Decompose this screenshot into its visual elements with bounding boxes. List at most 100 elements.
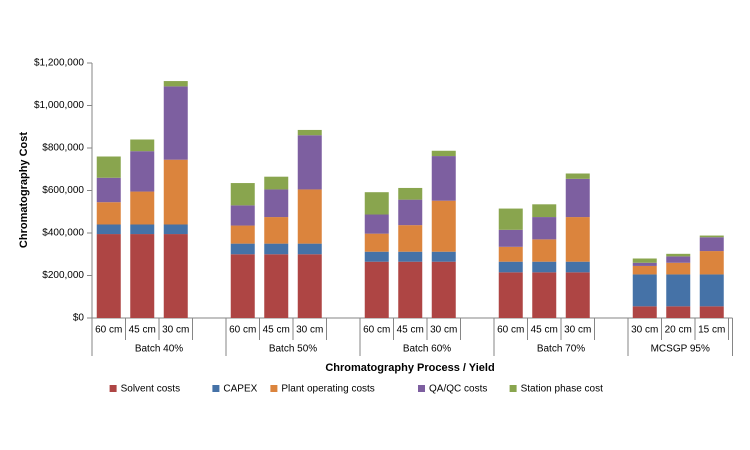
bar-segment — [130, 224, 155, 235]
bar-segment — [532, 204, 557, 218]
bar-segment — [699, 237, 724, 252]
legend-label: CAPEX — [223, 384, 257, 395]
bar-segment — [163, 81, 188, 87]
bar-segment — [532, 239, 557, 262]
bar-segment — [163, 86, 188, 160]
bar-segment — [364, 261, 389, 318]
x-tick-label: 60 cm — [363, 325, 390, 336]
bar-segment — [264, 254, 289, 318]
bar-segment — [297, 189, 322, 244]
x-tick-label: 30 cm — [162, 325, 189, 336]
bar-segment — [666, 253, 691, 257]
legend-swatch — [509, 385, 517, 392]
bar-segment — [230, 225, 255, 244]
bar-segment — [398, 261, 423, 318]
legend-label: Plant operating costs — [281, 384, 374, 395]
bar-segment — [163, 159, 188, 225]
bar-segment — [632, 265, 657, 275]
legend-label: Solvent costs — [121, 384, 180, 395]
bar-segment — [431, 261, 456, 318]
x-tick-label: 15 cm — [698, 325, 725, 336]
x-tick-label: 60 cm — [229, 325, 256, 336]
bar-segment — [632, 306, 657, 318]
bar-segment — [431, 150, 456, 157]
bar-segment — [163, 234, 188, 318]
bar-segment — [431, 200, 456, 252]
bar-segment — [498, 272, 523, 318]
group-label: Batch 40% — [135, 344, 183, 355]
bar-segment — [297, 243, 322, 255]
bar-segment — [699, 306, 724, 318]
bar-segment — [130, 139, 155, 152]
y-tick-label: $1,200,000 — [34, 58, 84, 69]
bar-segment — [364, 214, 389, 234]
bar-segment — [498, 246, 523, 262]
legend-label: Station phase cost — [521, 384, 603, 395]
bar-segment — [230, 254, 255, 318]
bar-segment — [532, 217, 557, 240]
bar-segment — [532, 272, 557, 318]
bar-segment — [565, 261, 590, 273]
bar-segment — [364, 233, 389, 252]
bar-segment — [699, 235, 724, 238]
bar-segment — [666, 262, 691, 275]
bar-segment — [666, 256, 691, 263]
bar-segment — [130, 191, 155, 225]
bar-segment — [632, 274, 657, 307]
x-tick-label: 45 cm — [129, 325, 156, 336]
x-tick-label: 45 cm — [263, 325, 290, 336]
y-tick-label: $200,000 — [42, 270, 84, 281]
legend-swatch — [418, 385, 425, 392]
bar-segment — [498, 261, 523, 273]
y-tick-label: $800,000 — [42, 143, 84, 154]
bar-segment — [264, 189, 289, 218]
legend-swatch — [109, 385, 117, 392]
group-label: Batch 60% — [403, 344, 451, 355]
bar-segment — [632, 258, 657, 263]
bar-segment — [398, 199, 423, 226]
group-label: MCSGP 95% — [651, 344, 710, 355]
bar-segment — [96, 177, 121, 203]
y-tick-label: $1,000,000 — [34, 100, 84, 111]
bar-segment — [230, 205, 255, 226]
bar-segment — [264, 217, 289, 244]
bar-segment — [130, 151, 155, 192]
x-axis-title: Chromatography Process / Yield — [325, 362, 494, 374]
bar-segment — [364, 251, 389, 262]
group-label: Batch 50% — [269, 344, 317, 355]
bar-segment — [398, 225, 423, 252]
y-tick-label: $600,000 — [42, 185, 84, 196]
x-tick-label: 60 cm — [95, 325, 122, 336]
bar-segment — [431, 156, 456, 201]
bar-segment — [398, 187, 423, 200]
x-tick-label: 30 cm — [564, 325, 591, 336]
bar-segment — [699, 251, 724, 275]
bar-segment — [297, 254, 322, 318]
bar-segment — [431, 251, 456, 262]
group-label: Batch 70% — [537, 344, 585, 355]
bar-segment — [96, 224, 121, 235]
bar-segment — [163, 224, 188, 235]
bar-segment — [364, 192, 389, 215]
x-tick-label: 30 cm — [430, 325, 457, 336]
x-tick-label: 45 cm — [397, 325, 424, 336]
bar-segment — [230, 183, 255, 206]
bar-segment — [498, 208, 523, 230]
x-tick-label: 60 cm — [497, 325, 524, 336]
bar-segment — [565, 217, 590, 262]
bar-segment — [565, 178, 590, 218]
bar-segment — [264, 176, 289, 190]
bar-segment — [96, 202, 121, 225]
bar-segment — [297, 129, 322, 136]
y-tick-label: $400,000 — [42, 228, 84, 239]
bar-segment — [96, 156, 121, 178]
legend-label: QA/QC costs — [429, 384, 487, 395]
x-tick-label: 30 cm — [296, 325, 323, 336]
bar-segment — [565, 272, 590, 318]
bar-segment — [666, 274, 691, 307]
bar-segment — [565, 173, 590, 179]
bar-segment — [498, 229, 523, 247]
bar-segment — [666, 306, 691, 318]
